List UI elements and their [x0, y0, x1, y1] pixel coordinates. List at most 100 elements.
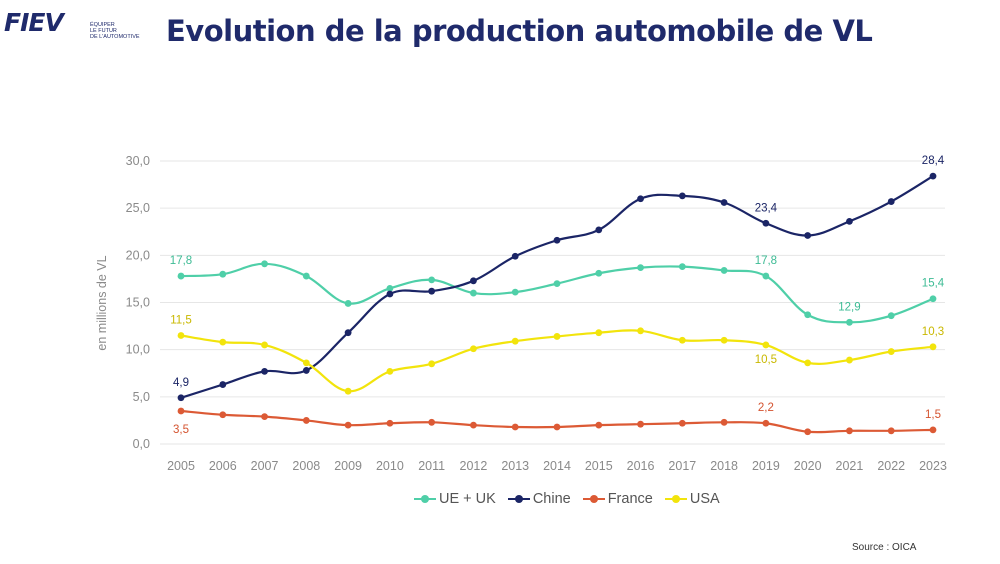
- data-point-chine: [637, 195, 644, 203]
- data-point-france: [553, 423, 561, 431]
- data-label-ue-uk: 17,8: [755, 255, 777, 267]
- data-point-usa: [762, 341, 770, 349]
- legend-marker: [589, 495, 598, 503]
- logo-wordmark: FIEV: [4, 8, 64, 37]
- data-point-france: [804, 428, 812, 436]
- data-point-ue-uk: [595, 269, 603, 277]
- x-tick-label: 2013: [501, 459, 529, 473]
- x-tick-label: 2005: [167, 459, 195, 473]
- data-point-ue-uk: [804, 311, 812, 319]
- data-point-chine: [386, 290, 394, 298]
- data-point-france: [762, 419, 770, 427]
- legend-swatch: [582, 495, 605, 503]
- data-point-usa: [428, 360, 436, 368]
- data-point-ue-uk: [428, 276, 436, 284]
- legend-marker: [514, 495, 523, 503]
- data-point-france: [302, 417, 310, 424]
- x-tick-label: 2011: [418, 459, 445, 473]
- data-point-france: [595, 421, 603, 429]
- data-label-usa: 10,5: [755, 354, 777, 366]
- data-label-france: 3,5: [173, 424, 189, 436]
- fiev-logo: FIEV ÉQUIPER LE FUTUR DE L'AUTOMOTIVE: [4, 8, 154, 48]
- data-point-ue-uk: [302, 272, 310, 280]
- x-tick-label: 2020: [794, 459, 822, 473]
- data-point-france: [386, 419, 394, 427]
- source-note: Source : OICA: [852, 542, 917, 553]
- legend-label: Chine: [532, 491, 571, 507]
- data-point-ue-uk: [637, 264, 644, 271]
- page-title: Evolution de la production automobile de…: [166, 14, 873, 48]
- data-point-france: [929, 426, 937, 434]
- data-point-ue-uk: [887, 312, 895, 320]
- data-point-chine: [302, 367, 310, 374]
- chart-legend: UE + UK Chine France USA: [414, 491, 732, 507]
- data-point-chine: [804, 232, 812, 239]
- legend-label: France: [607, 491, 653, 507]
- data-point-chine: [428, 287, 436, 295]
- data-point-ue-uk: [846, 318, 853, 326]
- legend-label: USA: [689, 491, 720, 507]
- logo-tagline-line: LE FUTUR: [90, 28, 117, 34]
- data-point-usa: [846, 356, 853, 364]
- data-point-chine: [511, 252, 519, 260]
- data-point-france: [720, 418, 728, 426]
- x-tick-label: 2021: [836, 459, 864, 473]
- x-tick-label: 2018: [710, 459, 738, 473]
- x-tick-label: 2014: [543, 459, 571, 473]
- data-label-ue-uk: 15,4: [922, 278, 945, 290]
- x-tick-label: 2009: [334, 459, 362, 473]
- legend-item-france: France: [582, 491, 653, 507]
- data-label-chine: 23,4: [755, 202, 778, 214]
- x-tick-label: 2015: [585, 459, 613, 473]
- data-point-chine: [762, 219, 770, 227]
- data-point-ue-uk: [678, 263, 686, 271]
- data-point-usa: [804, 359, 812, 367]
- y-tick-label: 20,0: [126, 248, 150, 262]
- legend-item-ue-uk: UE + UK: [414, 491, 496, 507]
- x-tick-label: 2022: [877, 459, 905, 473]
- series-line-ue-uk: [180, 262, 934, 324]
- legend-label: UE + UK: [439, 491, 496, 507]
- y-tick-label: 25,0: [126, 201, 150, 215]
- x-tick-label: 2023: [919, 459, 947, 473]
- x-tick-label: 2006: [209, 459, 237, 473]
- x-tick-label: 2012: [460, 459, 488, 473]
- logo-tagline: ÉQUIPER LE FUTUR DE L'AUTOMOTIVE: [90, 22, 140, 40]
- data-point-ue-uk: [219, 270, 227, 278]
- data-point-france: [887, 427, 895, 435]
- data-point-ue-uk: [929, 295, 937, 303]
- data-point-usa: [177, 332, 185, 339]
- data-point-chine: [595, 226, 603, 234]
- data-point-ue-uk: [720, 267, 728, 274]
- data-point-chine: [887, 198, 895, 205]
- data-point-usa: [261, 341, 268, 349]
- legend-item-usa: USA: [664, 491, 720, 507]
- data-point-chine: [344, 329, 352, 337]
- y-tick-label: 15,0: [126, 296, 150, 310]
- data-point-usa: [470, 345, 477, 353]
- data-point-ue-uk: [470, 289, 477, 297]
- legend-marker: [421, 495, 429, 503]
- data-point-chine: [219, 381, 227, 388]
- x-tick-label: 2008: [292, 459, 320, 473]
- x-tick-label: 2019: [752, 459, 780, 473]
- y-tick-label: 10,0: [126, 343, 150, 357]
- data-point-usa: [302, 359, 310, 367]
- data-point-ue-uk: [177, 272, 185, 280]
- data-point-chine: [929, 172, 937, 180]
- data-point-ue-uk: [386, 284, 394, 292]
- data-point-france: [344, 421, 352, 429]
- data-point-ue-uk: [511, 288, 519, 296]
- data-point-chine: [678, 192, 686, 200]
- data-point-usa: [344, 387, 352, 395]
- logo-tagline-line: ÉQUIPER: [90, 22, 115, 28]
- data-point-chine: [553, 236, 561, 244]
- legend-swatch: [664, 495, 687, 503]
- data-point-usa: [219, 338, 227, 346]
- data-point-france: [428, 418, 436, 426]
- data-point-usa: [637, 327, 644, 335]
- data-point-france: [219, 411, 227, 419]
- data-point-france: [177, 407, 185, 415]
- data-point-france: [846, 427, 853, 435]
